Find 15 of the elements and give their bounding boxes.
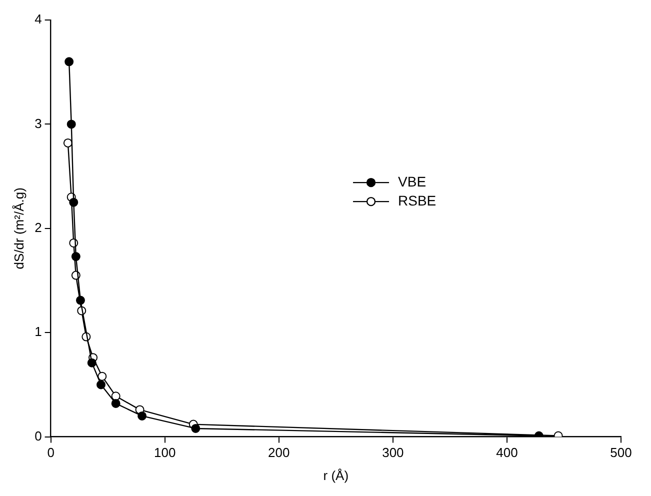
legend-label: VBE xyxy=(398,173,426,190)
x-tick-label: 100 xyxy=(154,445,176,460)
x-tick-label: 500 xyxy=(610,445,632,460)
x-tick-label: 400 xyxy=(496,445,518,460)
y-tick-label: 0 xyxy=(34,428,42,444)
x-tick-label: 300 xyxy=(382,445,404,460)
x-tick-label: 200 xyxy=(268,445,290,460)
y-tick-label: 3 xyxy=(34,116,42,131)
legend-label: RSBE xyxy=(398,192,436,208)
y-tick-label: 4 xyxy=(34,12,42,27)
y-tick-label: 1 xyxy=(34,324,42,340)
y-tick-label: 2 xyxy=(34,220,42,235)
x-axis-title: r (Å) xyxy=(323,468,349,483)
x-tick-label: 0 xyxy=(47,445,54,460)
y-axis-title: dS/dr (m²/Å.g) xyxy=(11,188,26,270)
